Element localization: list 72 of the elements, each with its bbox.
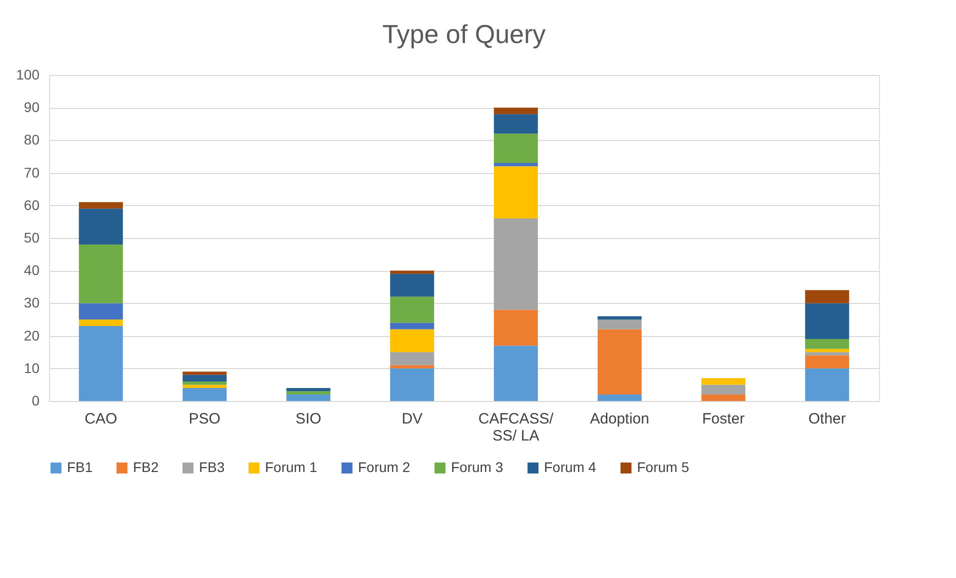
x-tick-label: CAO	[84, 410, 118, 428]
y-tick-label: 30	[24, 294, 40, 311]
bar	[494, 108, 538, 114]
bar	[598, 329, 642, 394]
legend-label: Forum 1	[265, 459, 318, 475]
chart-title: Type of Query	[382, 19, 546, 49]
y-tick-label: 70	[24, 164, 40, 180]
bar	[701, 384, 746, 394]
y-tick-label: 90	[24, 99, 40, 116]
bar	[598, 320, 642, 330]
bar	[286, 388, 330, 392]
x-tick-label: CAFCASS/ SS/ LA	[478, 410, 554, 444]
x-tick-label: Foster	[702, 410, 745, 428]
bar	[182, 374, 227, 382]
bar	[182, 372, 227, 375]
bar	[390, 368, 434, 401]
legend-label: Forum 5	[637, 459, 690, 475]
bar	[390, 322, 434, 330]
x-tick-label: Adoption	[590, 410, 650, 428]
legend-label: FB2	[133, 459, 159, 475]
bar	[78, 303, 123, 320]
y-tick-label: 60	[24, 196, 40, 213]
bar	[78, 202, 123, 209]
x-tick-label: SIO	[295, 410, 322, 428]
bar	[390, 274, 434, 297]
legend-label: FB3	[199, 459, 225, 475]
legend-label: Forum 3	[451, 459, 504, 475]
bar	[494, 310, 538, 346]
y-tick-label: 20	[24, 327, 40, 344]
bar	[494, 114, 538, 134]
bar	[494, 163, 538, 166]
bar	[286, 394, 330, 401]
legend-label: Forum 2	[358, 459, 410, 475]
bar	[805, 352, 850, 356]
bar	[494, 134, 538, 164]
bar	[390, 329, 434, 352]
y-tick-label: 100	[16, 66, 40, 82]
bar	[182, 381, 227, 385]
bar	[805, 355, 850, 368]
bar	[598, 316, 642, 320]
bar	[494, 218, 538, 310]
x-tick-label: PSO	[188, 410, 220, 428]
bar	[701, 378, 746, 385]
bar	[390, 270, 434, 274]
bar	[805, 290, 850, 304]
bar	[390, 296, 434, 323]
bar	[805, 339, 850, 349]
y-tick-label: 10	[24, 360, 40, 376]
bar	[78, 320, 123, 326]
bar	[390, 352, 434, 366]
bar	[494, 346, 538, 401]
bar	[286, 391, 330, 394]
bar	[494, 166, 538, 218]
bar	[598, 394, 642, 401]
bar	[182, 384, 227, 388]
bar	[805, 303, 850, 340]
bar	[78, 208, 123, 245]
y-tick-label: 0	[32, 392, 40, 408]
bar	[805, 348, 850, 352]
y-tick-label: 50	[24, 230, 40, 246]
legend-label: FB1	[67, 459, 93, 475]
bar	[390, 365, 434, 368]
bar	[78, 244, 123, 304]
y-tick-label: 40	[24, 262, 40, 278]
legend-label: Forum 4	[544, 459, 596, 475]
y-tick-label: 80	[24, 132, 40, 148]
bar	[701, 394, 746, 401]
bar	[805, 368, 850, 401]
x-tick-label: DV	[402, 410, 423, 428]
bar	[78, 326, 123, 401]
x-tick-label: Other	[808, 410, 846, 428]
bar	[182, 388, 227, 401]
